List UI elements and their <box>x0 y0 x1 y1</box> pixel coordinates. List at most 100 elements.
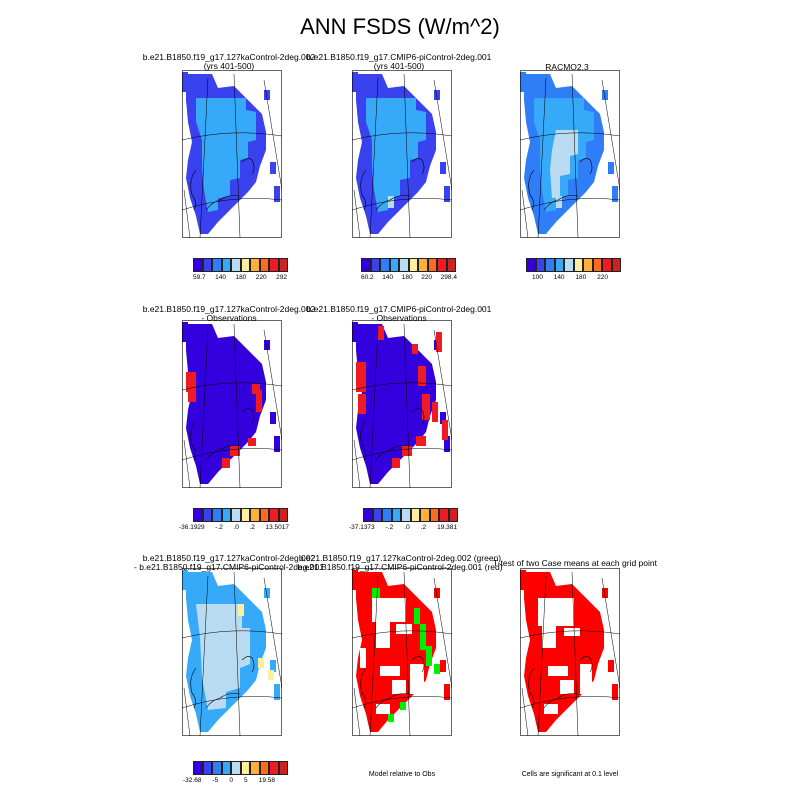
coastline <box>190 408 255 461</box>
longitude-line <box>403 73 411 238</box>
map-case1-minus-obs <box>182 320 282 488</box>
longitude-line <box>601 577 620 689</box>
colorbar-swatch <box>212 508 222 522</box>
case-a-significant-cell <box>434 664 440 674</box>
coastline <box>528 656 593 709</box>
panel-title-case2-abs: b.e21.B1850.f19_g17.CMIP6-piControl-2deg… <box>279 53 519 71</box>
colorbar-swatch <box>382 508 392 522</box>
colorbar-tick-label: 100 <box>532 274 543 281</box>
colorbar-swatch <box>193 761 203 775</box>
coastal-cell <box>602 588 608 598</box>
latitude-line <box>520 696 620 709</box>
positive-bias-cell <box>392 458 400 468</box>
non-significant-cell <box>410 664 424 694</box>
longitude-line <box>521 189 529 238</box>
panel-title-line1: b.e21.B1850.f19_g17.127kaControl-2deg.00… <box>142 304 316 314</box>
positive-bias-cell <box>188 388 196 402</box>
map-frame <box>182 70 282 238</box>
latitude-line <box>352 198 452 211</box>
longitude-line <box>233 571 241 736</box>
positive-bias-cell <box>186 372 196 392</box>
coastal-cell <box>440 660 446 672</box>
panel-title-case1-minus-case2: b.e21.B1850.f19_g17.127kaControl-2deg.00… <box>109 554 349 572</box>
colorbar-tick-label: .0 <box>233 524 239 531</box>
latitude-line <box>182 132 282 141</box>
longitude-line <box>183 687 191 736</box>
colorbar-tick-label: 140 <box>553 274 565 281</box>
colorbar-swatch <box>554 258 564 272</box>
colorbar-swatch <box>439 508 449 522</box>
longitude-line <box>433 577 452 689</box>
coastal-cell <box>274 684 280 700</box>
map-model-vs-obs-sig <box>352 568 452 736</box>
map-frame <box>520 568 620 736</box>
longitude-line <box>369 575 379 736</box>
panel-title-line1: b.e21.B1850.f19_g17.CMIP6-piControl-2deg… <box>306 304 492 314</box>
panel-title-line1: b.e21.B1850.f19_g17.127kaControl-2deg.00… <box>142 553 316 563</box>
longitude-line <box>537 575 547 736</box>
non-significant-cell <box>380 666 400 676</box>
longitude-line <box>353 439 361 488</box>
colorbar-tick-label: -36.1929 <box>179 524 205 531</box>
coastal-cell <box>440 162 446 174</box>
colorbar-swatch <box>361 258 371 272</box>
colorbar-tick-label: -37.1373 <box>349 524 375 531</box>
positive-bias-cell <box>256 390 262 412</box>
interior-region <box>550 130 578 198</box>
map-case1-abs <box>182 70 282 238</box>
colorbar-swatch <box>437 258 447 272</box>
longitude-line <box>601 79 620 191</box>
colorbar-swatch <box>259 258 269 272</box>
coastal-cell <box>270 660 276 672</box>
colorbar-swatch <box>231 508 241 522</box>
longitude-line <box>263 79 282 191</box>
graticule <box>352 571 452 736</box>
longitude-line <box>233 73 241 238</box>
coastal-cell <box>274 186 280 202</box>
longitude-line <box>183 189 191 238</box>
longitude-line <box>571 571 579 736</box>
interior-region <box>556 196 562 208</box>
colorbar-tick-label: 19.381 <box>437 524 457 531</box>
colorbar-case2-minus-obs: -37.1373 -.2 .0 .2 19.381 <box>349 508 458 531</box>
coastal-cell <box>264 90 270 100</box>
non-significant-cell <box>544 704 558 714</box>
latitude-line <box>182 448 282 461</box>
interior-region <box>388 196 394 208</box>
colorbar-swatch <box>221 258 231 272</box>
coastline <box>360 158 425 211</box>
panel-title-line1: T-test of two Case means at each grid po… <box>493 558 657 568</box>
colorbar-swatch <box>545 258 555 272</box>
graticule <box>520 571 620 736</box>
case-a-significant-cell <box>426 646 432 666</box>
positive-bias-cell <box>378 326 384 340</box>
colorbar-swatch <box>526 258 536 272</box>
colorbar-swatch <box>389 258 399 272</box>
panel-title-line2: - Observations <box>201 313 257 323</box>
non-significant-cell <box>560 680 574 694</box>
non-significant-cell <box>360 648 366 668</box>
coastal-cell <box>270 162 276 174</box>
graticule <box>352 73 452 238</box>
panel-title-line1: b.e21.B1850.f19_g17.CMIP6-piControl-2deg… <box>306 52 492 62</box>
positive-bias-cell <box>418 366 426 386</box>
colorbar-swatch <box>212 258 222 272</box>
coastal-cell <box>608 162 614 174</box>
colorbar-tick-label: 60.2 <box>361 274 374 281</box>
latitude-line <box>352 132 452 141</box>
colorbar-case1-abs: 59.7 140 180 220 292 <box>193 258 288 281</box>
positive-bias-cell <box>248 438 256 446</box>
colorbar-tick-label: 140 <box>215 274 226 281</box>
panel-title-line2: b.e21.B1850.f19_g17.CMIP6-piControl-2deg… <box>297 562 503 572</box>
positive-bias-cell <box>358 394 366 414</box>
longitude-line <box>353 687 361 736</box>
colorbar-swatch <box>370 258 380 272</box>
colorbar-swatch <box>380 258 390 272</box>
colorbar-tick-label: 140 <box>382 274 394 281</box>
latitude-line <box>352 696 452 709</box>
coastal-cell <box>434 588 440 598</box>
map-case2-minus-obs <box>352 320 452 488</box>
colorbar-swatch <box>573 258 583 272</box>
colorbar-tick-label: .2 <box>249 524 255 531</box>
positive-bias-cell <box>442 420 448 440</box>
